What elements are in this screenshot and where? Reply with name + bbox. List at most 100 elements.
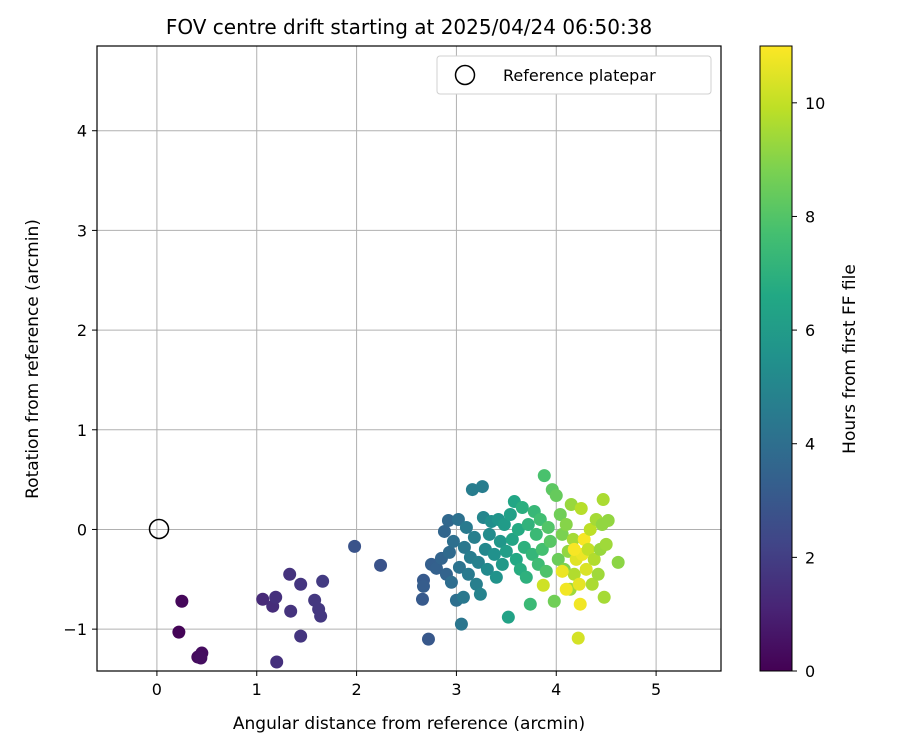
data-point	[283, 567, 297, 581]
data-point	[316, 574, 330, 588]
data-point	[469, 577, 483, 591]
legend-marker	[454, 64, 476, 86]
x-tick-label: 1	[252, 680, 262, 699]
data-point	[475, 480, 489, 494]
x-axis-label: Angular distance from reference (arcmin)	[233, 714, 585, 734]
data-point	[555, 564, 569, 578]
x-tick-label: 2	[351, 680, 361, 699]
data-point	[571, 631, 585, 645]
colorbar	[759, 45, 793, 672]
data-point	[599, 537, 613, 551]
y-tick-label: 1	[77, 421, 87, 440]
data-point	[573, 597, 587, 611]
data-point	[601, 513, 615, 527]
data-point	[553, 508, 567, 522]
data-point	[536, 578, 550, 592]
data-point	[543, 534, 557, 548]
data-point	[465, 483, 479, 497]
colorbar-tick-label: 4	[805, 435, 815, 454]
data-point	[591, 567, 605, 581]
legend: Reference platepar	[436, 55, 712, 95]
chart-title: FOV centre drift starting at 2025/04/24 …	[166, 15, 652, 39]
colorbar-tick-label: 8	[805, 207, 815, 226]
data-point	[515, 501, 529, 515]
data-point	[459, 520, 473, 534]
data-point	[529, 527, 543, 541]
x-axis-ticks: 0 1 2 3 4 5	[152, 671, 661, 699]
data-point	[533, 512, 547, 526]
data-point	[551, 552, 565, 566]
data-point	[314, 609, 328, 623]
data-point	[566, 532, 580, 546]
data-point	[480, 562, 494, 576]
x-tick-label: 0	[152, 680, 162, 699]
data-points	[172, 469, 625, 669]
data-point	[294, 577, 308, 591]
data-point	[521, 517, 535, 531]
data-point	[269, 590, 283, 604]
legend-entry-label: Reference platepar	[503, 66, 656, 85]
x-tick-label: 3	[451, 680, 461, 699]
data-point	[559, 582, 573, 596]
data-point	[585, 577, 599, 591]
y-tick-label: 4	[77, 122, 87, 141]
data-point	[444, 575, 458, 589]
data-point	[541, 520, 555, 534]
y-axis-ticks: −1 0 1 2 3 4	[63, 122, 97, 639]
colorbar-tick-label: 0	[805, 662, 815, 681]
y-tick-label: 2	[77, 321, 87, 340]
data-point	[535, 542, 549, 556]
data-point	[581, 542, 595, 556]
data-point	[495, 557, 509, 571]
data-point	[270, 655, 284, 669]
data-point	[441, 513, 455, 527]
y-tick-label: 0	[77, 520, 87, 539]
data-point	[175, 594, 189, 608]
data-point	[493, 534, 507, 548]
data-point	[256, 592, 270, 606]
data-point	[567, 542, 581, 556]
data-point	[429, 561, 443, 575]
data-point	[587, 552, 601, 566]
data-point	[415, 592, 429, 606]
data-point	[471, 555, 485, 569]
data-point	[482, 527, 496, 541]
data-point	[596, 493, 610, 507]
x-tick-label: 5	[651, 680, 661, 699]
data-point	[348, 539, 362, 553]
data-point	[421, 632, 435, 646]
colorbar-tick-label: 6	[805, 321, 815, 340]
data-point	[461, 567, 475, 581]
data-point	[451, 512, 465, 526]
data-point	[284, 604, 298, 618]
data-point	[454, 617, 468, 631]
data-point	[473, 587, 487, 601]
data-point	[499, 544, 513, 558]
data-point	[555, 527, 569, 541]
data-point	[583, 522, 597, 536]
data-point	[294, 629, 308, 643]
data-point	[547, 594, 561, 608]
data-point	[564, 498, 578, 512]
data-point	[503, 508, 517, 522]
data-point	[501, 610, 515, 624]
plot-frame	[96, 45, 722, 672]
data-point	[489, 570, 503, 584]
data-point	[559, 517, 573, 531]
grid-lines	[97, 46, 721, 671]
data-point	[577, 532, 591, 546]
data-point	[452, 560, 466, 574]
colorbar-ticks: 0 2 4 6 8 10	[792, 94, 825, 681]
data-point	[442, 545, 456, 559]
data-point	[446, 534, 460, 548]
data-point	[537, 469, 551, 483]
colorbar-tick-label: 2	[805, 548, 815, 567]
data-point	[525, 547, 539, 561]
data-point	[457, 540, 471, 554]
colorbar-tick-label: 10	[805, 94, 825, 113]
data-point	[416, 579, 430, 593]
data-point	[505, 532, 519, 546]
data-point	[456, 590, 470, 604]
data-point	[579, 562, 593, 576]
